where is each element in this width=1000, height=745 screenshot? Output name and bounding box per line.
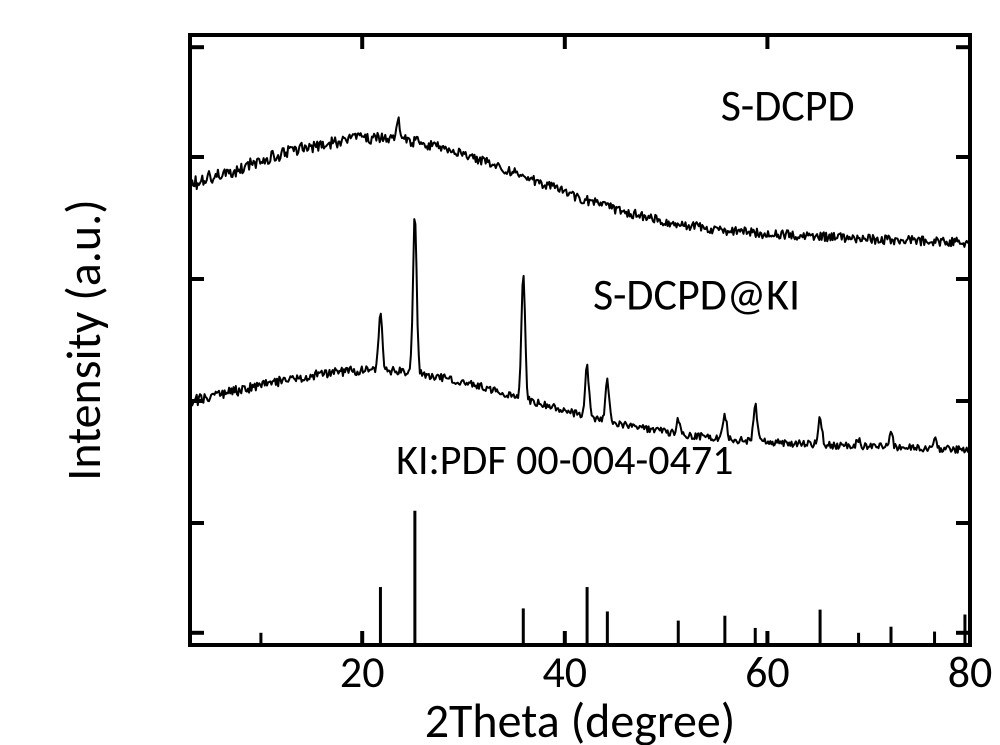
xrd-svg: 204060802Theta (degree)Intensity (a.u.)S… [0,0,1000,745]
series-label-KI-ref: KI:PDF 00-004-0471 [396,435,733,486]
y-axis-label: Intensity (a.u.) [54,199,113,481]
x-tick-label: 20 [340,645,385,699]
x-axis-label: 2Theta (degree) [425,691,736,745]
x-tick-label: 60 [745,645,790,699]
x-tick-label: 80 [948,645,993,699]
series-label-S-DCPD: S-DCPD [721,78,855,132]
xrd-figure: 204060802Theta (degree)Intensity (a.u.)S… [0,0,1000,745]
series-label-S-DCPD@KI: S-DCPD@KI [593,268,800,322]
